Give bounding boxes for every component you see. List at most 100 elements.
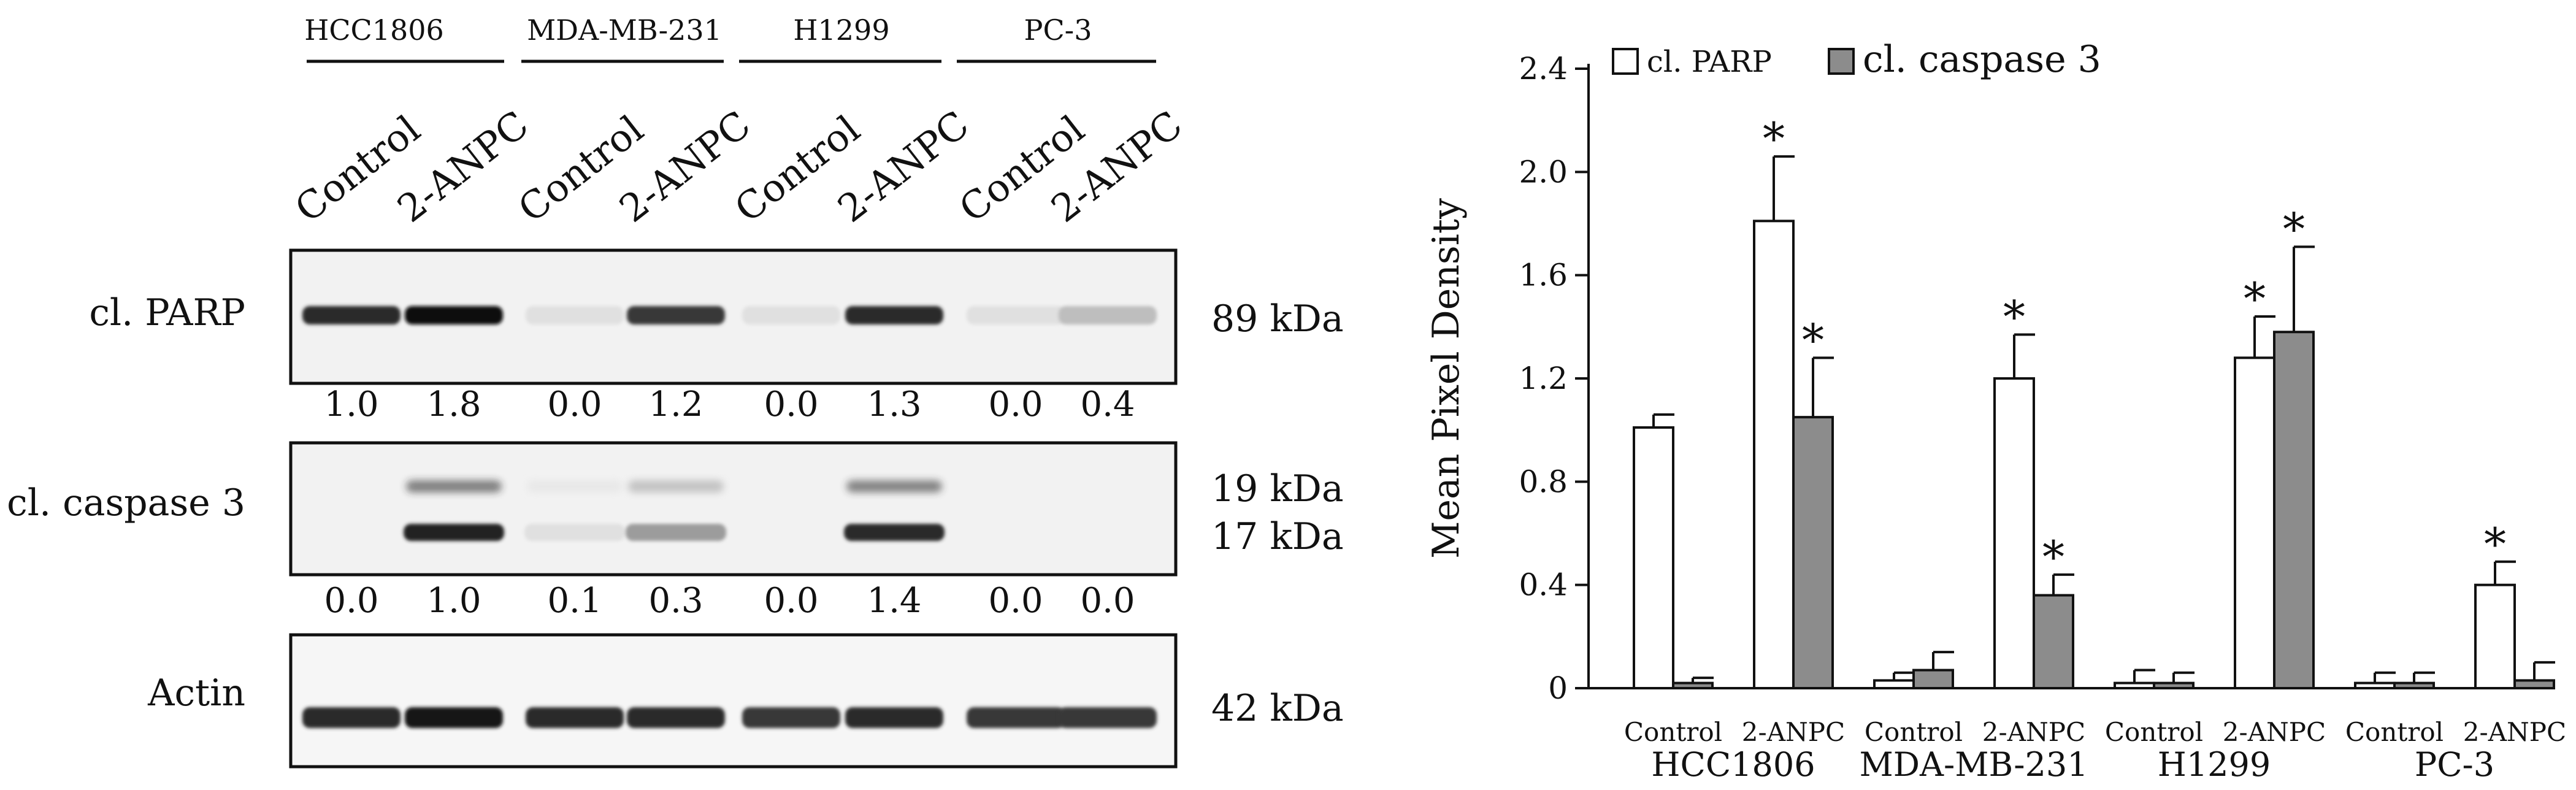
bar [1672,681,1714,690]
molecular-weight-label: 17 kDa [1211,515,1344,558]
bar [1912,669,1954,689]
legend-swatch [1612,48,1639,75]
band-quantification: 0.0 [764,581,818,621]
blot-band [526,306,624,324]
blot-band [742,306,840,324]
band-quantification: 0.0 [988,581,1043,621]
blot-band [1059,707,1157,728]
bar [2153,681,2195,690]
blot-band [846,480,942,493]
significance-marker: * [1763,113,1785,164]
blot-band [627,306,725,324]
blot-membrane [289,441,1178,577]
molecular-weight-label: 89 kDa [1211,297,1344,340]
y-axis-label: Mean Pixel Density [1425,198,1468,559]
y-tick-label: 0 [1548,670,1568,706]
significance-marker: * [1802,314,1824,366]
blot-band [406,480,502,493]
legend-label: cl. PARP [1647,45,1772,79]
blot-band [845,306,943,324]
y-tick-label: 1.6 [1519,258,1568,293]
bar [1633,426,1674,689]
blot-band [405,707,503,728]
bar-chart: 0 0.4 0.8 1.2 1.6 2.0 2.4 Mean Pixel Density cl.… [1425,38,2566,784]
x-group-label: PC-3 [2415,745,2494,784]
x-group-label: HCC1806 [1651,745,1815,784]
band-quantification: 0.0 [547,385,602,424]
significance-marker: * [2003,291,2025,342]
significance-marker: * [2244,273,2266,324]
x-group-label: H1299 [2158,745,2271,784]
blot-band [628,480,724,493]
blot-band [405,306,503,324]
x-tick-label: Control [2345,717,2444,747]
bar [2354,681,2396,690]
y-tick-label: 2.4 [1519,51,1568,86]
cell-line-header: HCC1806 [304,13,444,47]
blot-band [845,707,943,728]
blot-band [302,707,401,728]
cell-line-header: MDA-MB-231 [527,13,722,47]
legend-label: cl. caspase 3 [1863,38,2101,81]
significance-marker: * [2283,203,2305,255]
band-quantification: 0.4 [1080,385,1135,424]
band-quantification: 0.0 [1080,581,1135,621]
x-tick-label: 2-ANPC [1982,717,2085,747]
significance-marker: * [2042,531,2064,583]
blot-membrane [289,633,1178,769]
blot-band [742,707,840,728]
blot-band [627,707,725,728]
bar [2513,679,2555,689]
y-tick-label: 0.8 [1519,464,1568,499]
blot-band [844,524,945,541]
significance-marker: * [2484,518,2506,570]
x-tick-label: Control [2105,717,2203,747]
cell-line-header: PC-3 [1024,13,1092,47]
band-quantification: 1.4 [867,581,921,621]
bar [1873,679,1915,689]
x-tick-label: Control [1865,717,1963,747]
y-tick-label: 2.0 [1519,154,1568,190]
blot-row-label: cl. caspase 3 [7,481,245,524]
blot-row-label: Actin [147,672,245,715]
band-quantification: 0.1 [547,581,602,621]
band-quantification: 0.0 [988,385,1043,424]
band-quantification: 0.3 [648,581,703,621]
x-tick-label: 2-ANPC [2463,717,2566,747]
bar [1993,377,2035,689]
y-tick-label: 1.2 [1519,361,1568,396]
x-tick-label: 2-ANPC [1742,717,1845,747]
bar [2273,331,2315,689]
blot-band [967,707,1065,728]
blot-band [626,524,726,541]
bar [2474,583,2516,690]
cell-line-header: H1299 [793,13,889,47]
x-tick-label: Control [1624,717,1722,747]
molecular-weight-label: 19 kDa [1211,467,1344,510]
band-quantification: 0.0 [764,385,818,424]
band-quantification: 1.2 [648,385,703,424]
blot-band [524,524,625,541]
bar [2114,681,2155,690]
blot-band [967,306,1065,324]
bar [2393,681,2435,690]
band-quantification: 1.8 [426,385,481,424]
bar [2033,594,2074,689]
x-tick-label: 2-ANPC [2223,717,2326,747]
band-quantification: 1.0 [426,581,481,621]
x-group-label: MDA-MB-231 [1859,745,2088,784]
molecular-weight-label: 42 kDa [1211,687,1344,730]
blot-band [302,306,401,324]
bar [2234,356,2275,689]
blot-band [404,524,504,541]
band-quantification: 1.3 [867,385,921,424]
western-blot: HCC1806 MDA-MB-231 H1299 PC-3Control2-ANPCC… [7,13,1344,769]
blot-band [1059,306,1157,324]
blot-row-label: cl. PARP [89,291,245,334]
bar [1792,416,1834,689]
y-tick-label: 0.4 [1519,567,1568,603]
bar [1753,220,1795,689]
legend-swatch [1828,48,1855,75]
blot-band [527,480,623,493]
